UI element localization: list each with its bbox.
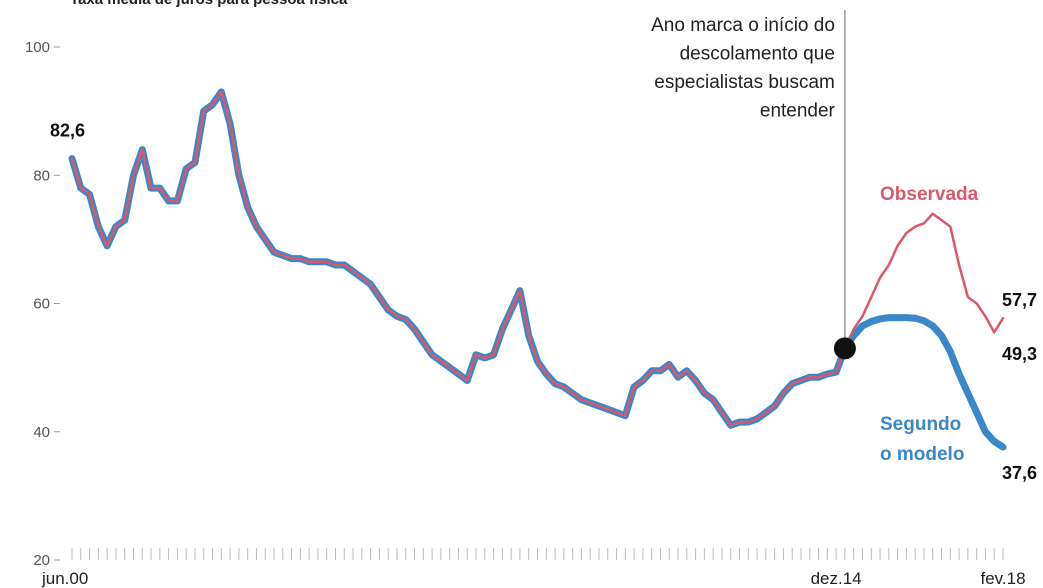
value-label: 82,6 xyxy=(50,121,85,141)
series-line xyxy=(70,90,1005,427)
series-line xyxy=(68,88,1007,451)
annotation: entender xyxy=(760,101,836,122)
y-tick-label: 80 xyxy=(33,167,50,184)
split-point xyxy=(833,337,856,360)
chart-title: Taxa média de juros para pessoa física xyxy=(70,0,348,8)
annotation: especialistas buscam xyxy=(654,72,835,93)
x-tick-label: jun.00 xyxy=(41,569,88,588)
y-tick-label: 40 xyxy=(33,424,50,441)
y-tick-label: 20 xyxy=(33,552,50,569)
x-tick-label: fev.18 xyxy=(980,569,1025,588)
legend-label: Segundo o modelo xyxy=(880,414,964,465)
annotation: Ano marca o início do xyxy=(651,15,835,36)
value-label: 49,3 xyxy=(1002,344,1037,364)
value-label: 37,6 xyxy=(1002,463,1037,483)
value-label: 57,7 xyxy=(1002,290,1037,310)
legend-label: Observada xyxy=(880,184,979,205)
legend-line: Segundo xyxy=(880,414,961,435)
annotation: descolamento que xyxy=(680,44,835,65)
y-tick-label: 100 xyxy=(25,39,50,56)
x-tick-label: dez.14 xyxy=(811,569,862,588)
legend-line: o modelo xyxy=(880,444,964,465)
y-tick-label: 60 xyxy=(33,296,50,313)
